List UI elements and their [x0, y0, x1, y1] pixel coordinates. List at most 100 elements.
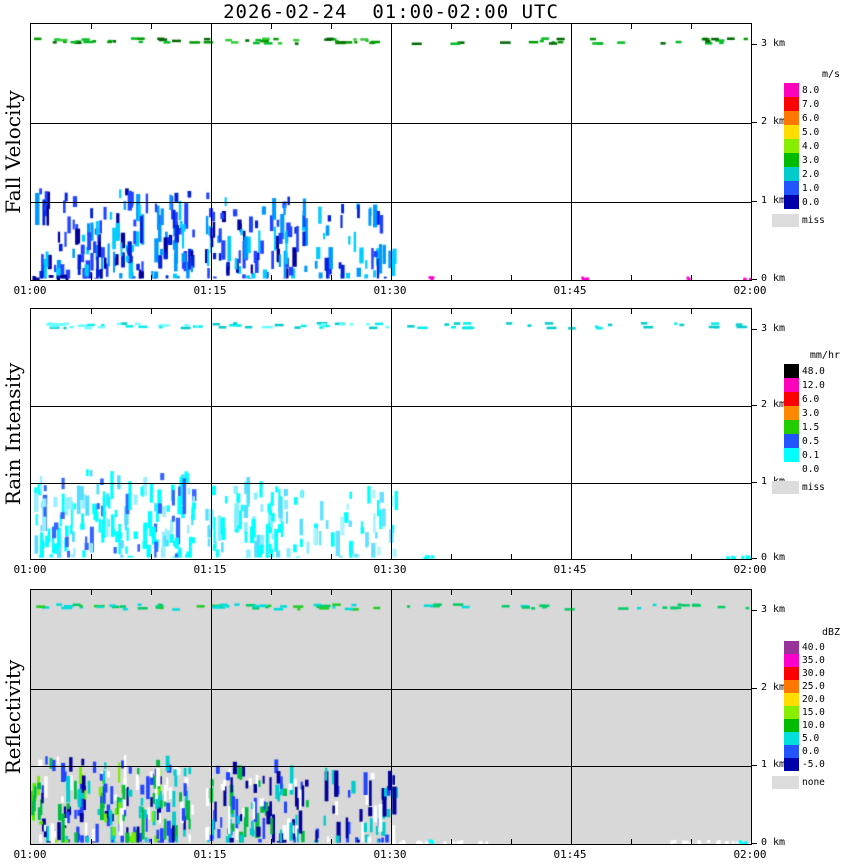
x-tick-label: 01:00: [13, 848, 47, 861]
x-minor-tick: [691, 839, 692, 844]
legend-row: 8.0: [784, 83, 844, 97]
y-tick-label: 2 km: [761, 399, 786, 410]
legend-missing-label: miss: [802, 215, 825, 226]
x-minor-tick: [451, 309, 452, 314]
x-tick-label: 02:00: [733, 284, 767, 297]
legend-missing-swatch: [772, 481, 799, 494]
x-minor-tick: [271, 590, 272, 595]
x-tick-label: 01:15: [193, 563, 227, 576]
x-tick-label: 01:30: [373, 563, 407, 576]
x-minor-tick: [91, 554, 92, 559]
x-minor-tick: [151, 590, 152, 595]
y-tick-label: 0 km: [761, 837, 786, 848]
y-tick-label: 0 km: [761, 552, 786, 563]
y-tick-label: 3 km: [761, 38, 786, 49]
panel-fall-velocity: Fall Velocity 01:00 01:15 01:30 01:45 02:00 …: [0, 23, 850, 297]
legend-value-label: 25.0: [802, 681, 825, 692]
x-tick-label: 01:00: [13, 284, 47, 297]
legend-value-label: 0.0: [802, 196, 820, 208]
x-tick-labels: 01:00 01:15 01:30 01:45 02:00: [13, 845, 766, 862]
legend-value-label: 8.0: [802, 84, 820, 96]
legend-value-label: 5.0: [802, 733, 820, 744]
x-tick-label: 02:00: [733, 563, 767, 576]
legend-row: 1.5: [784, 420, 844, 434]
y-tick-mark: [752, 279, 757, 280]
y-tick-mark: [752, 122, 757, 123]
x-minor-tick: [331, 24, 332, 29]
legend-row: 3.0: [784, 153, 844, 167]
y-tick-label: 2 km: [761, 682, 786, 693]
legend-swatch: [784, 758, 799, 771]
gridline-vertical: [211, 24, 212, 280]
x-minor-tick: [151, 554, 152, 559]
x-minor-tick: [511, 839, 512, 844]
gridline-vertical: [211, 309, 212, 559]
legend-row: 1.0: [784, 181, 844, 195]
x-minor-tick: [691, 24, 692, 29]
legend-row: 6.0: [784, 392, 844, 406]
legend-row: 0.0: [784, 745, 844, 758]
legend-row: 0.0: [784, 195, 844, 209]
x-minor-tick: [451, 839, 452, 844]
y-tick-mark: [752, 843, 757, 844]
color-legend-fall-velocity: m/s 8.0 7.0 6.0 5.0 4.0 3.0 2.0 1.0 0.0 miss: [772, 69, 844, 227]
y-tick-mark: [752, 482, 757, 483]
x-minor-tick: [271, 309, 272, 314]
legend-row: 5.0: [784, 732, 844, 745]
x-minor-tick: [331, 275, 332, 280]
legend-row: 3.0: [784, 406, 844, 420]
legend-swatch: [784, 97, 799, 111]
legend-swatch: [784, 706, 799, 719]
legend-swatch: [784, 462, 799, 476]
x-minor-tick: [511, 554, 512, 559]
legend-value-label: 48.0: [802, 365, 825, 377]
x-minor-tick: [691, 590, 692, 595]
legend-value-label: 5.0: [802, 126, 820, 138]
legend-unit-label: dBZ: [821, 627, 840, 638]
x-tick-label: 01:00: [13, 563, 47, 576]
x-minor-tick: [691, 554, 692, 559]
legend-row: 30.0: [784, 667, 844, 680]
legend-value-label: 0.0: [802, 746, 820, 757]
legend-swatch: [784, 406, 799, 420]
x-minor-tick: [631, 275, 632, 280]
x-tick-label: 01:45: [553, 848, 587, 861]
legend-swatch: [784, 181, 799, 195]
plot-area-reflectivity: [30, 589, 752, 845]
x-tick-label: 01:30: [373, 284, 407, 297]
x-tick-labels: 01:00 01:15 01:30 01:45 02:00: [13, 281, 766, 298]
y-tick-mark: [752, 688, 757, 689]
x-minor-tick: [271, 24, 272, 29]
legend-value-label: 6.0: [802, 112, 820, 124]
x-tick-label: 01:30: [373, 848, 407, 861]
y-tick-labels: 0 km 1 km 2 km 3 km: [752, 589, 803, 848]
legend-swatch: [784, 378, 799, 392]
panel-reflectivity: Reflectivity 01:00 01:15 01:30 01:45 02:00 0…: [0, 589, 850, 861]
legend-swatch: [784, 364, 799, 378]
x-minor-tick: [271, 275, 272, 280]
x-minor-tick: [631, 309, 632, 314]
y-tick-label: 1 km: [761, 195, 786, 206]
legend-value-label: 12.0: [802, 379, 825, 391]
x-tick-label: 02:00: [733, 848, 767, 861]
legend-value-label: 30.0: [802, 668, 825, 679]
legend-unit-label: mm/hr: [809, 350, 840, 361]
legend-row: 0.5: [784, 434, 844, 448]
legend-swatch: [784, 654, 799, 667]
legend-row: 6.0: [784, 111, 844, 125]
x-minor-tick: [331, 554, 332, 559]
legend-missing-swatch: [772, 776, 799, 789]
x-minor-tick: [91, 309, 92, 314]
legend-value-label: 20.0: [802, 694, 825, 705]
legend-missing-swatch: [772, 214, 799, 227]
legend-swatch: [784, 434, 799, 448]
legend-missing-row: miss: [772, 214, 844, 227]
y-tick-mark: [752, 765, 757, 766]
legend-missing-row: miss: [772, 481, 844, 494]
x-minor-tick: [451, 275, 452, 280]
x-minor-tick: [331, 309, 332, 314]
legend-swatch: [784, 153, 799, 167]
legend-value-label: 3.0: [802, 407, 820, 419]
y-tick-label: 3 km: [761, 323, 786, 334]
